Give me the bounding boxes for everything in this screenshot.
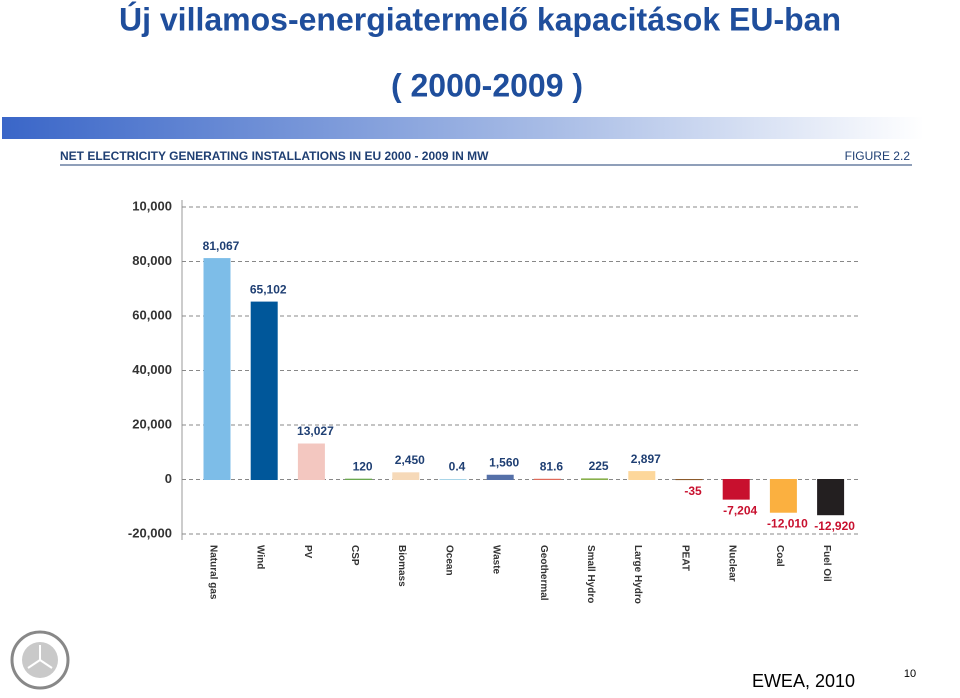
x-tick-label: Biomass — [396, 545, 407, 587]
y-tick-label: 10,000 — [132, 198, 172, 213]
value-label: -12,010 — [767, 516, 808, 530]
value-label: -12,920 — [814, 519, 855, 533]
bar — [770, 480, 796, 513]
bar — [818, 480, 844, 515]
bar — [204, 259, 230, 480]
x-tick-label: PV — [302, 545, 313, 559]
value-label: -7,204 — [723, 503, 757, 517]
x-tick-label: Ocean — [443, 545, 454, 576]
page-number: 10 — [904, 668, 916, 680]
value-label: 13,027 — [297, 424, 334, 438]
y-tick-label: 0 — [165, 471, 172, 486]
x-tick-label: Nuclear — [727, 545, 738, 582]
slide-title: Új villamos-energiatermelő kapacitások E… — [119, 1, 841, 37]
y-tick-label: 40,000 — [132, 362, 172, 377]
x-tick-label: Large Hydro — [632, 545, 643, 604]
value-label: 2,450 — [395, 453, 425, 467]
x-tick-label: Wind — [255, 545, 266, 569]
bar — [582, 479, 608, 480]
value-label: 2,897 — [631, 452, 661, 466]
y-tick-label: 20,000 — [132, 416, 172, 431]
value-label: 0.4 — [449, 460, 466, 474]
bar — [251, 302, 277, 479]
value-label: 120 — [353, 459, 373, 473]
x-tick-label: CSP — [349, 545, 360, 566]
y-tick-label: -20,000 — [128, 525, 172, 540]
bar — [298, 444, 324, 479]
bar — [723, 480, 749, 500]
bar — [629, 472, 655, 480]
x-tick-label: Natural gas — [207, 545, 218, 600]
value-label: 65,102 — [250, 282, 287, 296]
x-tick-label: Coal — [774, 545, 785, 567]
logo — [12, 632, 68, 688]
x-tick-label: PEAT — [679, 545, 690, 571]
value-label: 1,560 — [489, 455, 519, 469]
value-label: 81.6 — [540, 459, 564, 473]
value-label: -35 — [684, 484, 702, 498]
value-label: 81,067 — [203, 239, 240, 253]
bar — [487, 475, 513, 479]
slide-subtitle: ( 2000-2009 ) — [391, 67, 583, 103]
bar — [393, 473, 419, 480]
y-tick-label: 60,000 — [132, 307, 172, 322]
chart-title: NET ELECTRICITY GENERATING INSTALLATIONS… — [60, 149, 489, 163]
x-tick-label: Small Hydro — [585, 545, 596, 603]
figure-label: FIGURE 2.2 — [845, 149, 911, 163]
x-tick-label: Geothermal — [538, 545, 549, 601]
x-tick-label: Fuel Oil — [821, 545, 832, 582]
source: EWEA, 2010 — [752, 671, 855, 691]
value-label: 225 — [589, 459, 609, 473]
header-band — [2, 117, 924, 139]
x-tick-label: Waste — [491, 545, 502, 575]
y-tick-label: 80,000 — [132, 253, 172, 268]
